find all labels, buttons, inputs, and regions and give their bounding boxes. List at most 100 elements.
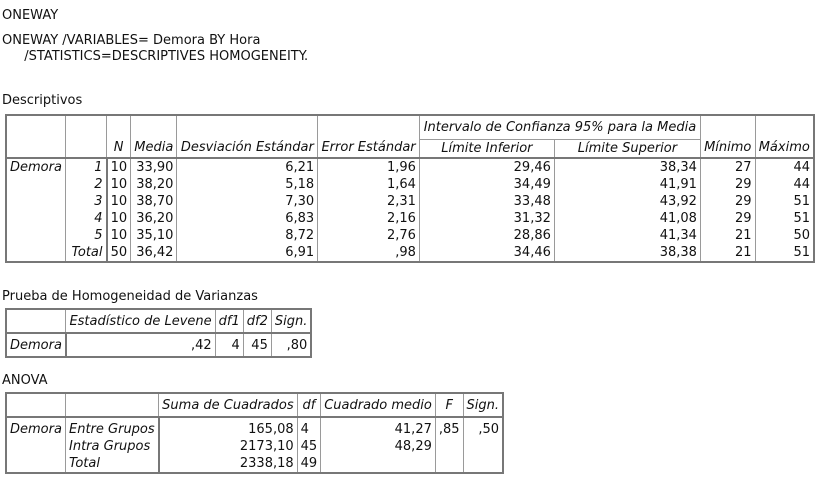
header-f: F: [434, 392, 464, 418]
header-cuadrado: Cuadrado medio: [320, 392, 436, 418]
cell-media: 33,90: [136, 159, 174, 175]
cell-lim-sup: 38,34: [659, 159, 697, 175]
cell-df: 4: [300, 422, 309, 437]
group-label: 1: [94, 159, 103, 175]
cell-error: ,98: [395, 244, 416, 260]
cell-lim-sup: 41,91: [659, 176, 697, 192]
anova-table: Suma de Cuadrados df Cuadrado medio F Si…: [5, 392, 505, 474]
header-sign: Sign.: [462, 392, 504, 418]
col-df: 4 45 49: [296, 416, 322, 474]
col-max: 44 44 51 51 50 51: [754, 156, 815, 262]
cell-media: 38,20: [136, 176, 174, 192]
header-df1: df1: [214, 308, 244, 334]
cell-df: 49: [300, 456, 318, 471]
header-df: df: [296, 392, 322, 418]
cell-media: 36,20: [136, 210, 174, 226]
syntax-line-1: ONEWAY /VARIABLES= Demora BY Hora: [2, 33, 261, 48]
homogeneidad-table: Estadístico de Levene df1 df2 Sign. Demo…: [5, 308, 313, 358]
syntax-line-2: /STATISTICS=DESCRIPTIVES HOMOGENEITY.: [16, 49, 309, 64]
cell-n: 10: [110, 159, 128, 175]
cell-error: 1,64: [386, 176, 416, 192]
cell-suma: 165,08: [248, 422, 294, 437]
col-f: ,85: [434, 416, 464, 474]
cell-desv: 5,18: [285, 176, 315, 192]
cell-desv: 6,21: [285, 159, 315, 175]
cell-min: 29: [734, 193, 752, 209]
col-n: 10 10 10 10 10 50: [105, 156, 132, 262]
cell-suma: 2173,10: [239, 439, 294, 454]
cell-min: 27: [734, 159, 752, 175]
header-lim-sup: Límite Superior: [553, 138, 701, 159]
header-max: Máximo: [754, 139, 815, 159]
row-variable-label: Demora: [5, 156, 66, 262]
cell-lim-sup: 38,38: [659, 244, 697, 260]
cell-lim-inf: 34,46: [513, 244, 551, 260]
header-n: N: [105, 139, 132, 159]
cell-min: 21: [734, 244, 752, 260]
cell-error: 2,31: [386, 193, 416, 209]
descriptivos-table: Intervalo de Confianza 95% para la Media…: [5, 114, 815, 263]
cell-n: 10: [110, 210, 128, 226]
output-title: ONEWAY: [2, 8, 59, 23]
header-suma: Suma de Cuadrados: [158, 392, 298, 418]
cell-n: 50: [110, 244, 128, 260]
cell-n: 10: [110, 176, 128, 192]
header-sign: Sign.: [270, 308, 312, 334]
cell-min: 29: [734, 210, 752, 226]
cell-suma: 2338,18: [239, 456, 294, 471]
cell-error: 2,76: [386, 227, 416, 243]
header-levene: Estadístico de Levene: [65, 308, 216, 334]
descriptivos-title: Descriptivos: [2, 93, 83, 108]
col-sign: ,50: [462, 416, 504, 474]
cell-lim-inf: 31,32: [513, 210, 551, 226]
cell-levene: ,42: [64, 332, 216, 358]
cell-sign: ,80: [270, 332, 312, 358]
cell-media: 35,10: [136, 227, 174, 243]
cell-n: 10: [110, 193, 128, 209]
cell-media: 36,42: [136, 244, 174, 260]
cell-lim-sup: 41,08: [659, 210, 697, 226]
cell-lim-sup: 43,92: [659, 193, 697, 209]
group-label: 3: [94, 193, 103, 209]
group-labels: 1 2 3 4 5 Total: [65, 156, 107, 262]
cell-lim-inf: 29,46: [513, 159, 551, 175]
header-media: Media: [130, 139, 178, 159]
col-cuadrado: 41,27 48,29: [320, 416, 436, 474]
cell-media: 38,70: [136, 193, 174, 209]
row-variable-label: Demora: [5, 332, 67, 358]
cell-max: 50: [793, 227, 810, 243]
cell-lim-inf: 33,48: [513, 193, 551, 209]
cell-sign: ,50: [478, 422, 500, 437]
cell-n: 10: [110, 227, 128, 243]
header-min: Mínimo: [699, 139, 756, 159]
cell-desv: 6,91: [285, 244, 315, 260]
cell-df: 45: [300, 439, 318, 454]
row-variable-label: Demora: [5, 416, 66, 474]
cell-desv: 7,30: [285, 193, 315, 209]
group-label: Total: [71, 244, 103, 260]
cell-df1: 4: [214, 332, 244, 358]
header-lim-inf: Límite Inferior: [418, 138, 555, 159]
anova-row-label: Intra Grupos: [69, 439, 151, 454]
cell-min: 29: [734, 176, 752, 192]
anova-title: ANOVA: [2, 373, 48, 388]
group-label: 2: [94, 176, 103, 192]
homogeneidad-title: Prueba de Homogeneidad de Varianzas: [2, 289, 258, 304]
cell-max: 44: [793, 176, 810, 192]
cell-max: 51: [793, 193, 810, 209]
col-suma: 165,08 2173,10 2338,18: [157, 416, 298, 474]
cell-max: 51: [793, 244, 810, 260]
col-lim-sup: 38,34 41,91 43,92 41,08 41,34 38,38: [553, 156, 701, 262]
col-lim-inf: 29,46 34,49 33,48 31,32 28,86 34,46: [418, 156, 555, 262]
cell-error: 2,16: [386, 210, 416, 226]
cell-lim-inf: 34,49: [513, 176, 551, 192]
anova-row-label: Total: [69, 456, 100, 471]
cell-cuadrado: 48,29: [394, 439, 432, 454]
cell-df2: 45: [242, 332, 272, 358]
col-error: 1,96 1,64 2,31 2,16 2,76 ,98: [317, 156, 420, 262]
anova-row-labels: Entre Grupos Intra Grupos Total: [64, 416, 160, 474]
cell-f: ,85: [438, 422, 460, 437]
cell-max: 44: [793, 159, 810, 175]
cell-desv: 8,72: [285, 227, 315, 243]
cell-lim-inf: 28,86: [513, 227, 551, 243]
